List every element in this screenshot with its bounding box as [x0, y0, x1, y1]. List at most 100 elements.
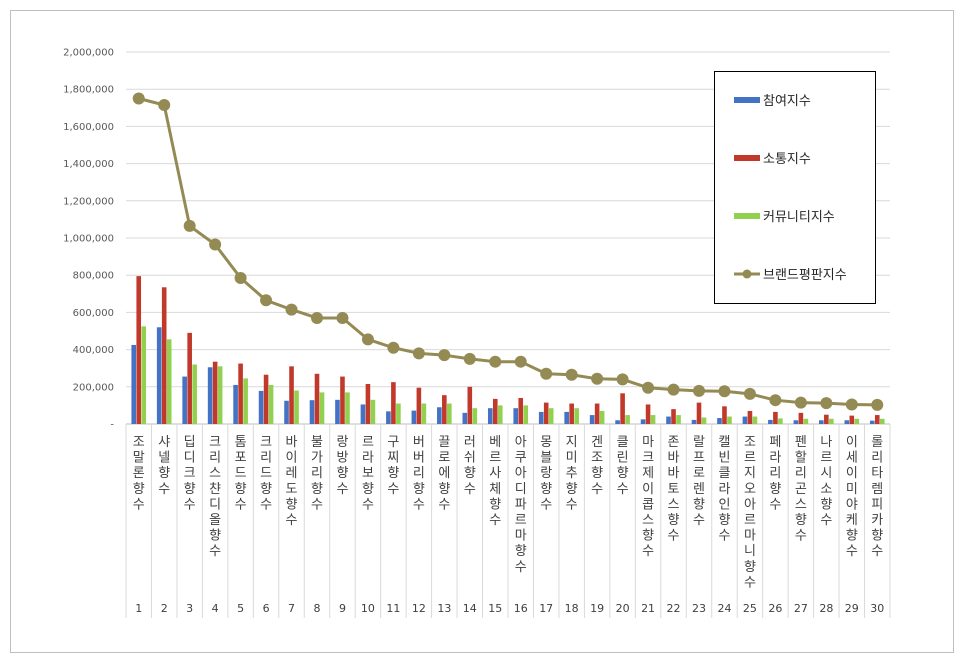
- bar-참여지수: [742, 416, 748, 424]
- rank-label: 26: [768, 602, 782, 615]
- bar-커뮤니티지수: [625, 415, 630, 424]
- bar-커뮤니티지수: [421, 403, 427, 424]
- line-point: [565, 368, 578, 381]
- bar-커뮤니티지수: [879, 418, 885, 424]
- y-tick-label: 800,000: [73, 271, 114, 282]
- bar-참여지수: [538, 411, 544, 424]
- bar-커뮤니티지수: [829, 418, 834, 424]
- bar-소통지수: [773, 411, 778, 424]
- rank-label: 10: [361, 602, 375, 615]
- rank-label: 4: [212, 602, 219, 615]
- line-point: [361, 333, 374, 346]
- bar-커뮤니티지수: [243, 378, 248, 424]
- bar-소통지수: [161, 287, 167, 424]
- rank-label: 24: [717, 602, 731, 615]
- line-point: [158, 99, 171, 112]
- line-point: [412, 347, 425, 360]
- rank-label: 8: [314, 602, 321, 615]
- legend-swatch: [734, 155, 760, 161]
- bar-참여지수: [207, 367, 213, 424]
- bar-참여지수: [487, 408, 493, 424]
- line-point: [183, 219, 196, 232]
- rank-label: 1: [135, 602, 142, 615]
- bar-커뮤니티지수: [141, 326, 147, 424]
- legend-box: [714, 71, 876, 304]
- bar-커뮤니티지수: [701, 417, 707, 424]
- bar-소통지수: [824, 414, 829, 424]
- bar-소통지수: [671, 409, 676, 424]
- bar-참여지수: [869, 420, 875, 424]
- bar-참여지수: [844, 420, 850, 424]
- line-point: [769, 394, 782, 407]
- bar-소통지수: [645, 404, 651, 424]
- rank-label: 9: [339, 602, 346, 615]
- bar-참여지수: [462, 412, 468, 424]
- bar-소통지수: [543, 402, 549, 424]
- bar-참여지수: [258, 390, 264, 424]
- rank-label: 18: [565, 602, 579, 615]
- bar-참여지수: [666, 416, 671, 424]
- bar-참여지수: [717, 418, 722, 424]
- rank-label: 12: [412, 602, 426, 615]
- bar-커뮤니티지수: [752, 416, 758, 424]
- bar-참여지수: [182, 376, 187, 424]
- bar-참여지수: [640, 419, 646, 424]
- line-point: [489, 355, 502, 368]
- line-point: [616, 373, 629, 386]
- rank-label: 28: [819, 602, 833, 615]
- bar-소통지수: [492, 398, 498, 424]
- bar-참여지수: [793, 420, 799, 424]
- bar-커뮤니티지수: [650, 415, 656, 424]
- bar-소통지수: [340, 376, 345, 424]
- rank-label: 19: [590, 602, 604, 615]
- bar-참여지수: [309, 400, 315, 424]
- bar-커뮤니티지수: [217, 366, 223, 424]
- legend-label: 소통지수: [763, 152, 811, 167]
- rank-label: 6: [263, 602, 270, 615]
- bar-커뮤니티지수: [268, 384, 274, 424]
- rank-label: 30: [870, 602, 884, 615]
- bar-참여지수: [284, 400, 289, 424]
- line-point: [693, 384, 705, 397]
- bar-커뮤니티지수: [778, 418, 783, 424]
- bar-참여지수: [335, 399, 340, 424]
- rank-label: 15: [488, 602, 502, 615]
- bar-소통지수: [467, 386, 473, 424]
- line-point: [234, 271, 247, 284]
- bar-소통지수: [798, 412, 804, 424]
- legend-label: 참여지수: [763, 94, 811, 109]
- bar-참여지수: [819, 420, 824, 424]
- line-point: [794, 396, 807, 409]
- bar-참여지수: [233, 384, 238, 424]
- chart-frame: [10, 10, 954, 653]
- bar-소통지수: [874, 415, 880, 424]
- rank-label: 25: [743, 602, 757, 615]
- bar-소통지수: [136, 276, 142, 424]
- line-point: [514, 355, 527, 368]
- line-point: [591, 372, 604, 385]
- bar-소통지수: [365, 384, 371, 424]
- bar-커뮤니티지수: [472, 408, 478, 424]
- bar-소통지수: [391, 382, 396, 424]
- bar-소통지수: [747, 410, 753, 424]
- bar-소통지수: [518, 397, 524, 424]
- rank-label: 7: [288, 602, 295, 615]
- bar-커뮤니티지수: [548, 408, 554, 424]
- bar-참여지수: [156, 327, 162, 424]
- y-tick-label: 600,000: [73, 308, 114, 319]
